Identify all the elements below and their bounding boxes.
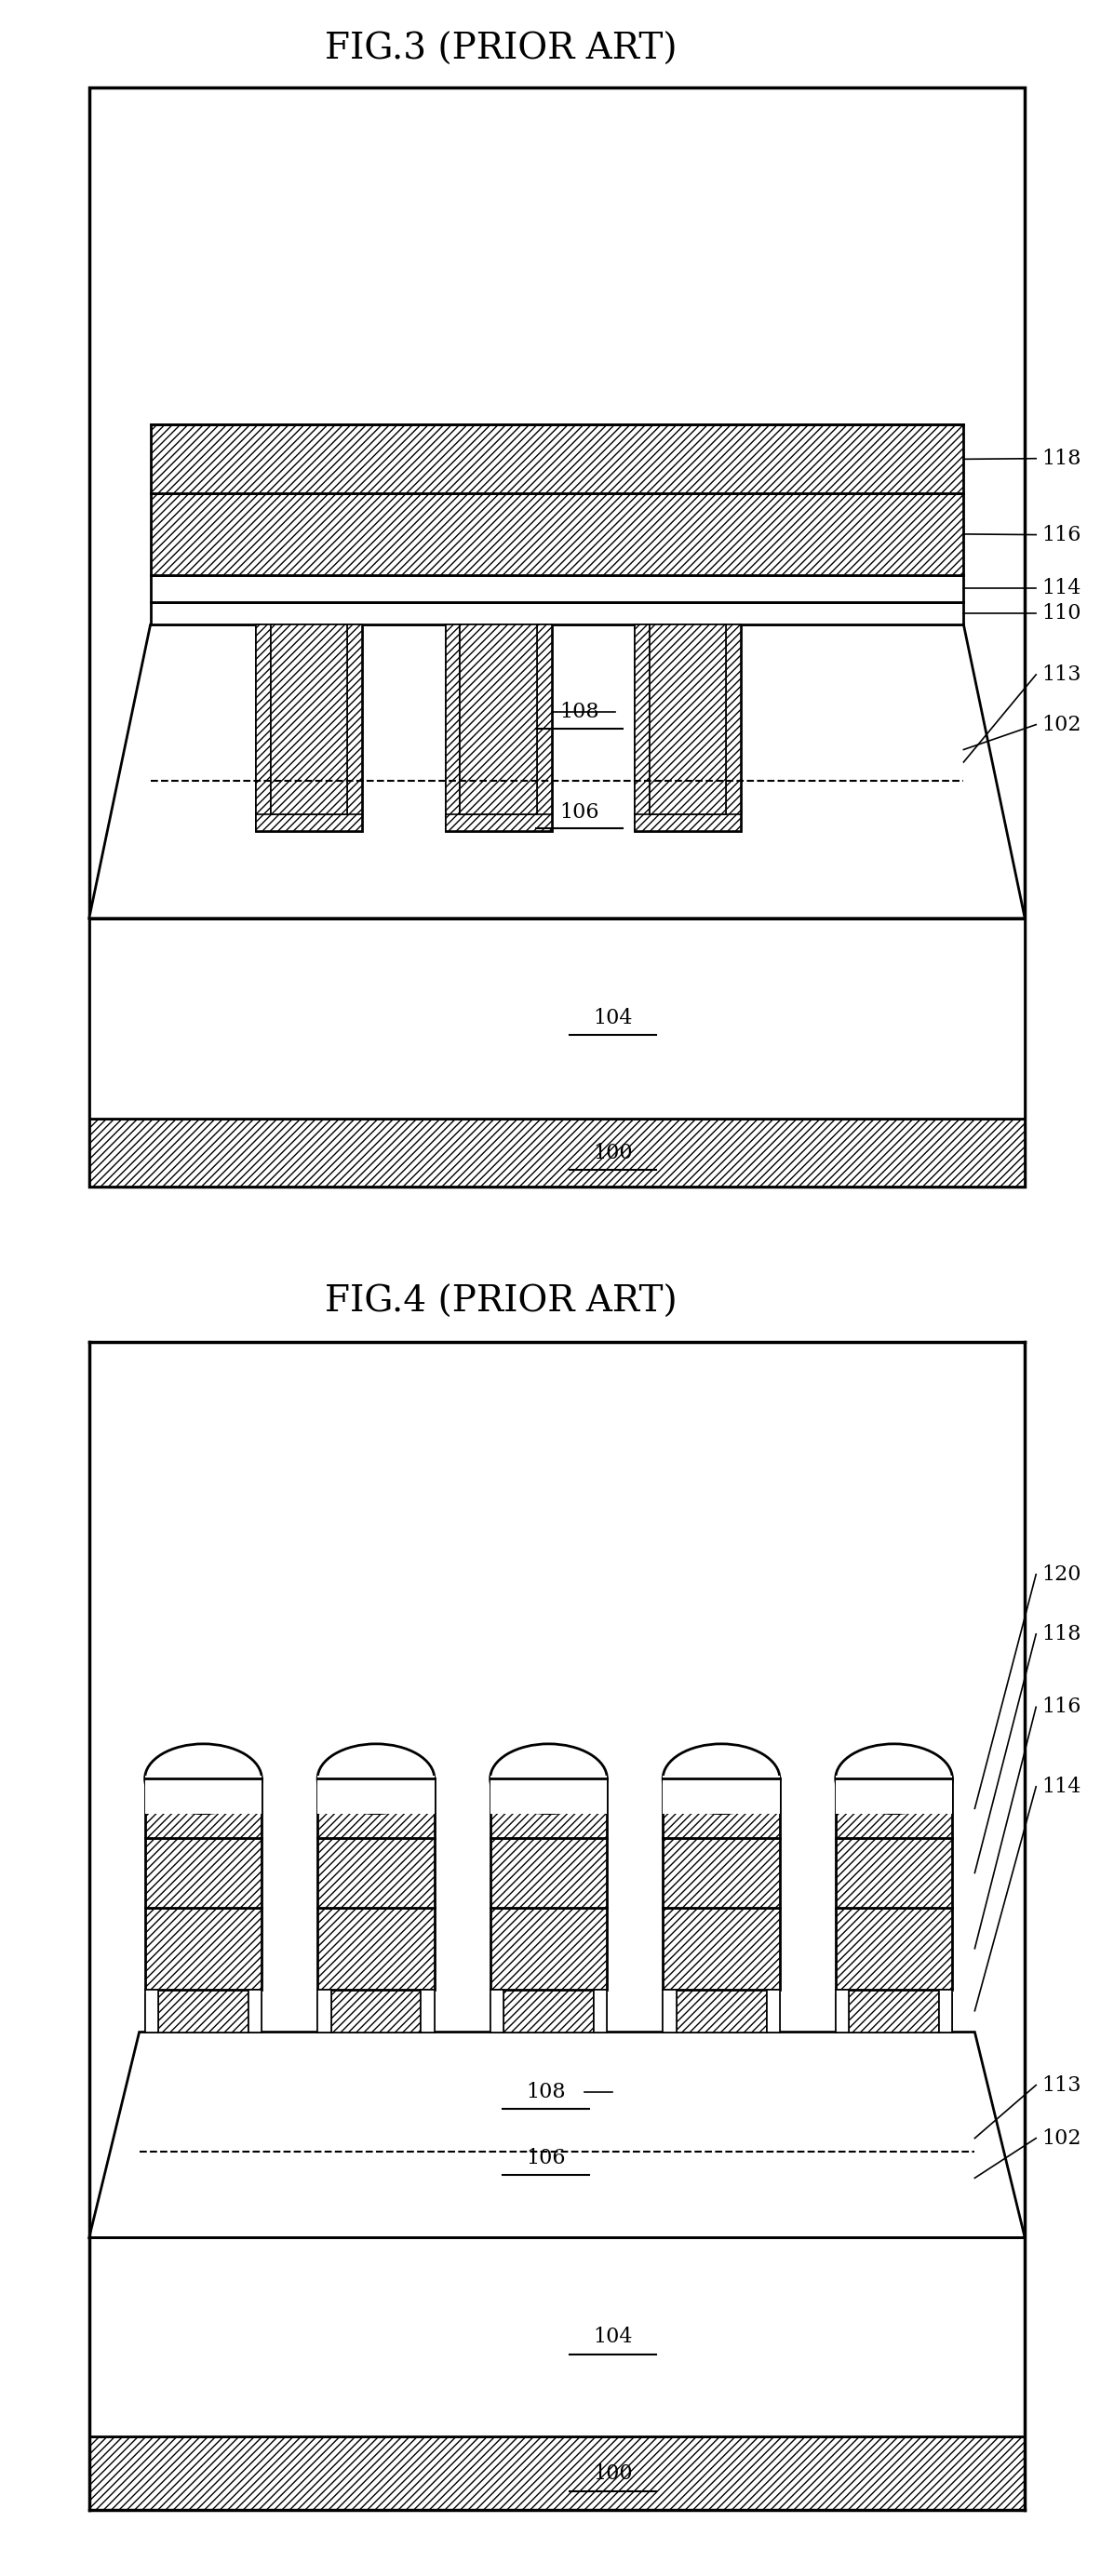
- Bar: [836, 1777, 952, 1839]
- Bar: [849, 1989, 939, 2032]
- Text: 114: 114: [1042, 577, 1081, 598]
- Text: 108: 108: [526, 2081, 566, 2102]
- Bar: [939, 1994, 952, 2032]
- Bar: [317, 1989, 331, 2032]
- Bar: [145, 1989, 158, 2032]
- Bar: [490, 1777, 607, 1839]
- Bar: [766, 1989, 780, 2032]
- Text: 100: 100: [593, 2463, 633, 2483]
- Bar: [490, 1839, 607, 1906]
- Bar: [256, 623, 362, 832]
- Bar: [145, 1839, 262, 1906]
- Ellipse shape: [490, 1744, 607, 1814]
- Text: 104: 104: [593, 1007, 633, 1028]
- Bar: [421, 1994, 434, 2032]
- Bar: [317, 1775, 434, 1814]
- Bar: [150, 495, 964, 574]
- Bar: [766, 1994, 780, 2032]
- Bar: [537, 623, 551, 832]
- Bar: [248, 1989, 262, 2032]
- Bar: [594, 1994, 607, 2032]
- Bar: [836, 1906, 952, 1989]
- Bar: [145, 1906, 262, 1989]
- Text: 114: 114: [1042, 1777, 1081, 1798]
- Bar: [635, 623, 741, 832]
- Bar: [271, 623, 348, 814]
- Bar: [836, 1994, 849, 2032]
- Bar: [256, 623, 271, 832]
- Text: 113: 113: [1042, 665, 1082, 685]
- Bar: [635, 814, 741, 832]
- Polygon shape: [89, 2032, 1025, 2239]
- Text: 118: 118: [1042, 448, 1082, 469]
- Bar: [649, 623, 726, 814]
- Bar: [89, 1118, 1025, 1188]
- Bar: [836, 1775, 952, 1814]
- Bar: [150, 603, 964, 623]
- Bar: [248, 1994, 262, 2032]
- Text: FIG.3 (PRIOR ART): FIG.3 (PRIOR ART): [325, 33, 677, 67]
- Bar: [635, 623, 649, 832]
- Bar: [663, 1906, 780, 1989]
- Bar: [676, 1989, 766, 2032]
- Bar: [145, 1775, 262, 1814]
- Ellipse shape: [663, 1744, 780, 1814]
- Text: 108: 108: [559, 701, 599, 721]
- Ellipse shape: [317, 1744, 434, 1814]
- Bar: [331, 1989, 421, 2032]
- Bar: [490, 1775, 607, 1814]
- Text: 102: 102: [1042, 714, 1082, 734]
- Bar: [256, 814, 362, 832]
- Bar: [490, 1906, 607, 1989]
- Bar: [460, 623, 537, 814]
- Text: 106: 106: [526, 2148, 566, 2169]
- Bar: [726, 623, 741, 832]
- Bar: [663, 1839, 780, 1906]
- Bar: [490, 1994, 504, 2032]
- Bar: [663, 1989, 676, 2032]
- Text: 102: 102: [1042, 2128, 1082, 2148]
- Bar: [348, 623, 362, 832]
- Bar: [836, 1989, 849, 2032]
- Bar: [663, 1775, 780, 1814]
- Bar: [663, 1994, 676, 2032]
- Bar: [446, 623, 460, 832]
- Bar: [150, 574, 964, 603]
- Text: 113: 113: [1042, 2074, 1082, 2094]
- Bar: [317, 1906, 434, 1989]
- Bar: [158, 1989, 248, 2032]
- Text: FIG.4 (PRIOR ART): FIG.4 (PRIOR ART): [325, 1285, 677, 1319]
- Bar: [150, 425, 964, 495]
- Text: 116: 116: [1042, 1698, 1081, 1718]
- Bar: [145, 1994, 158, 2032]
- Bar: [421, 1989, 434, 2032]
- Text: 116: 116: [1042, 526, 1081, 546]
- Text: 100: 100: [593, 1144, 633, 1164]
- Polygon shape: [89, 623, 1025, 917]
- Bar: [594, 1989, 607, 2032]
- Bar: [490, 1989, 504, 2032]
- Bar: [317, 1839, 434, 1906]
- Bar: [663, 1777, 780, 1839]
- Text: 106: 106: [559, 801, 599, 822]
- Text: 110: 110: [1042, 603, 1082, 623]
- Bar: [446, 623, 551, 832]
- Bar: [836, 1839, 952, 1906]
- Bar: [89, 2239, 1025, 2437]
- Bar: [145, 1777, 262, 1839]
- Bar: [317, 1994, 331, 2032]
- Ellipse shape: [836, 1744, 952, 1814]
- Bar: [89, 917, 1025, 1118]
- Bar: [446, 814, 551, 832]
- Text: 104: 104: [593, 2326, 633, 2347]
- Bar: [89, 2437, 1025, 2509]
- Bar: [504, 1989, 594, 2032]
- Bar: [939, 1989, 952, 2032]
- Text: 120: 120: [1042, 1564, 1082, 1584]
- Ellipse shape: [145, 1744, 262, 1814]
- Bar: [317, 1777, 434, 1839]
- Bar: [89, 88, 1025, 1188]
- Text: 118: 118: [1042, 1623, 1082, 1643]
